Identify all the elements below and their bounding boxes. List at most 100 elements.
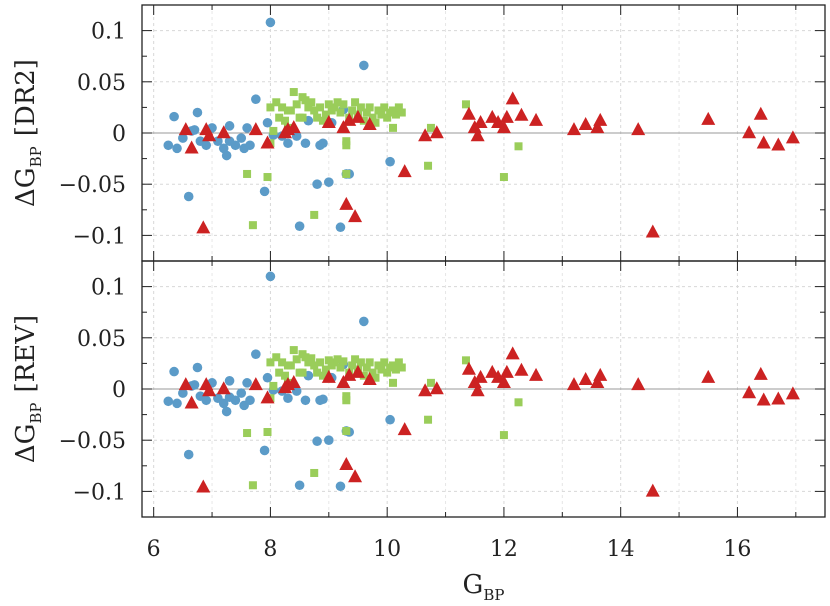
point-circle (359, 60, 369, 71)
point-square (321, 365, 330, 374)
point-triangle (336, 120, 351, 134)
point-triangle (429, 125, 444, 139)
point-square (281, 116, 290, 125)
point-triangle (196, 479, 211, 493)
point-circle (201, 395, 212, 406)
point-circle (283, 138, 293, 149)
point-triangle (753, 366, 768, 380)
point-square (316, 358, 325, 367)
point-triangle (742, 385, 757, 399)
point-square (336, 363, 345, 372)
point-circle (324, 177, 334, 187)
point-triangle (248, 377, 263, 391)
point-square (362, 363, 371, 372)
point-circle (236, 388, 247, 398)
point-square (269, 381, 278, 390)
point-square (289, 346, 298, 355)
point-triangle (701, 111, 716, 125)
point-triangle (260, 135, 275, 149)
point-square (461, 356, 470, 365)
point-square (377, 110, 386, 119)
y-tick-label: 0 (112, 378, 126, 403)
point-triangle (566, 122, 581, 136)
point-square (263, 173, 272, 182)
point-square (362, 108, 371, 117)
point-square (248, 481, 257, 490)
point-square (298, 113, 307, 122)
point-square (266, 358, 275, 367)
point-triangle (578, 371, 593, 385)
point-triangle (593, 112, 608, 126)
point-square (272, 98, 281, 107)
point-square (426, 378, 435, 387)
point-triangle (756, 135, 771, 149)
point-circle (213, 136, 223, 146)
x-tick-label: 12 (490, 537, 518, 562)
point-circle (242, 123, 252, 133)
point-square (351, 98, 360, 107)
point-square (339, 100, 348, 109)
point-square (371, 118, 380, 127)
point-square (426, 123, 435, 132)
point-triangle (645, 224, 660, 238)
point-circle (291, 386, 302, 396)
panel-dr2: −0.1 −0.05 0 0.05 0.1 ΔGBP[DR2] (11, 4, 826, 262)
point-triangle (196, 220, 211, 234)
point-circle (218, 398, 229, 409)
point-circle (312, 436, 322, 447)
y-tick-label: −0.1 (73, 224, 126, 249)
point-circle (201, 140, 212, 151)
point-square (342, 392, 351, 401)
point-circle (183, 191, 194, 202)
point-square (461, 100, 470, 109)
point-circle (169, 366, 179, 377)
point-triangle (473, 369, 488, 383)
y-tick-label: 0.1 (91, 276, 126, 301)
point-circle (192, 107, 203, 118)
point-triangle (496, 120, 511, 134)
point-square (365, 103, 374, 112)
point-square (292, 355, 301, 364)
point-triangle (496, 375, 511, 389)
point-circle (172, 143, 182, 154)
y-tick-label: −0.05 (59, 173, 126, 198)
point-triangle (499, 364, 514, 378)
point-triangle (348, 469, 363, 483)
point-triangle (336, 375, 351, 389)
point-triangle (701, 369, 716, 383)
point-triangle (470, 383, 485, 397)
point-triangle (260, 390, 275, 404)
point-triangle (202, 383, 217, 397)
point-square (391, 365, 400, 374)
point-triangle (350, 364, 365, 378)
point-circle (230, 395, 241, 406)
point-circle (262, 117, 273, 128)
point-square (397, 108, 406, 117)
point-triangle (514, 362, 529, 376)
y-tick-label: 0.05 (77, 71, 126, 96)
x-tick-label: 6 (147, 537, 161, 562)
point-triangle (418, 383, 433, 397)
point-circle (183, 449, 194, 460)
point-triangle (566, 377, 581, 391)
point-square (336, 108, 345, 117)
point-circle (178, 388, 188, 398)
point-triangle (505, 346, 520, 360)
point-triangle (321, 114, 336, 128)
point-square (380, 358, 389, 367)
point-square (389, 378, 398, 387)
point-circle (221, 406, 232, 417)
point-square (380, 103, 389, 112)
point-square (292, 100, 301, 109)
point-square (330, 103, 339, 112)
point-square (499, 173, 508, 182)
y-tick-label: −0.1 (73, 480, 126, 505)
point-triangle (514, 107, 529, 121)
point-triangle (216, 125, 231, 139)
point-square (307, 354, 316, 363)
point-square (304, 103, 313, 112)
point-square (278, 358, 287, 367)
point-square (394, 358, 403, 367)
point-square (383, 368, 392, 377)
point-circle (283, 393, 293, 404)
